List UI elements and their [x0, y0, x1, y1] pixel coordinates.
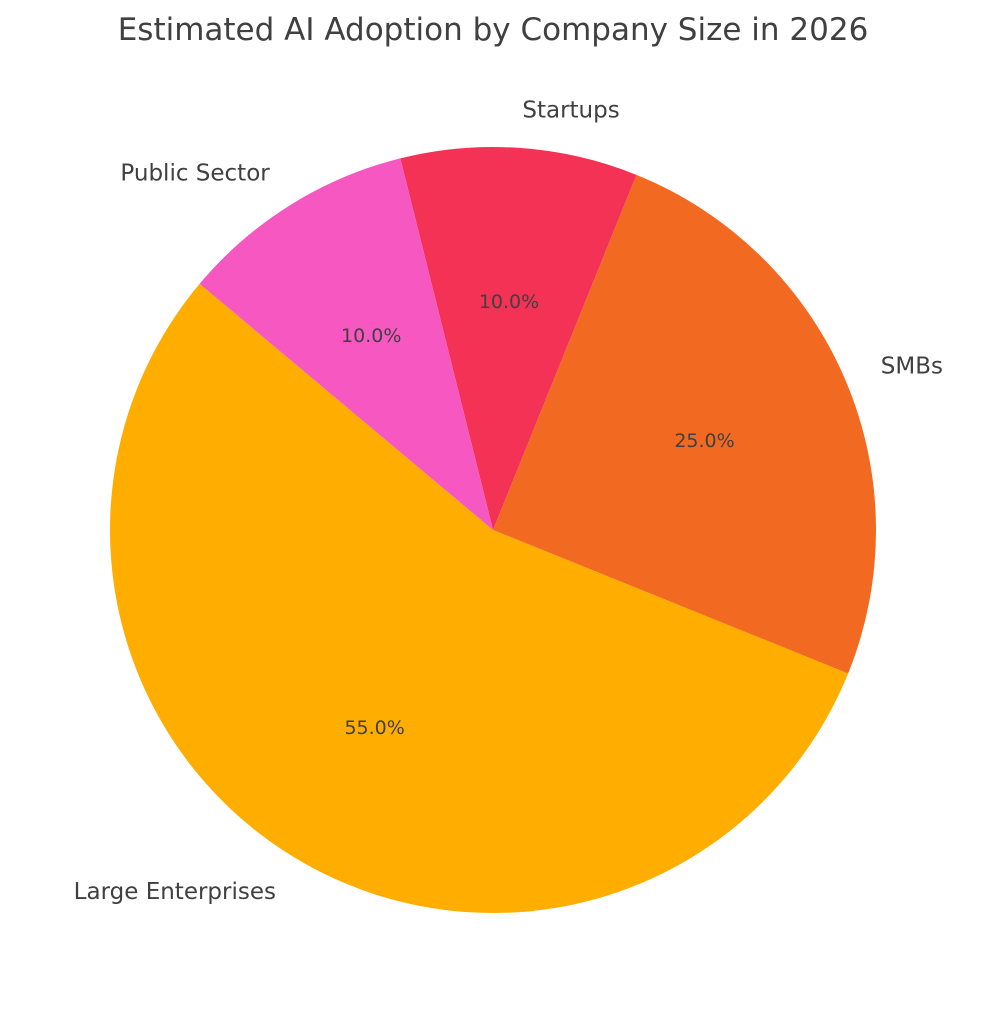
- slice-percent-label: 10.0%: [341, 325, 401, 347]
- slice-label: SMBs: [881, 353, 943, 379]
- slice-label: Public Sector: [120, 161, 270, 187]
- pie-slice-public-sector: [199, 158, 493, 530]
- slice-label: Startups: [522, 98, 619, 124]
- slice-percent-label: 10.0%: [479, 291, 539, 313]
- pie-slice-large-enterprises: [109, 283, 849, 914]
- slice-percent-label: 25.0%: [674, 430, 734, 452]
- pie-slice-smbs: [493, 174, 876, 674]
- pie-labels: Large Enterprises 55.0% SMBs 25.0% Startups 1…: [74, 98, 943, 905]
- chart-title: Estimated AI Adoption by Company Size in…: [118, 12, 869, 48]
- slice-percent-label: 55.0%: [344, 717, 404, 739]
- slice-label: Large Enterprises: [74, 879, 276, 905]
- pie-slices: [109, 147, 876, 914]
- pie-slice-startups: [400, 147, 637, 531]
